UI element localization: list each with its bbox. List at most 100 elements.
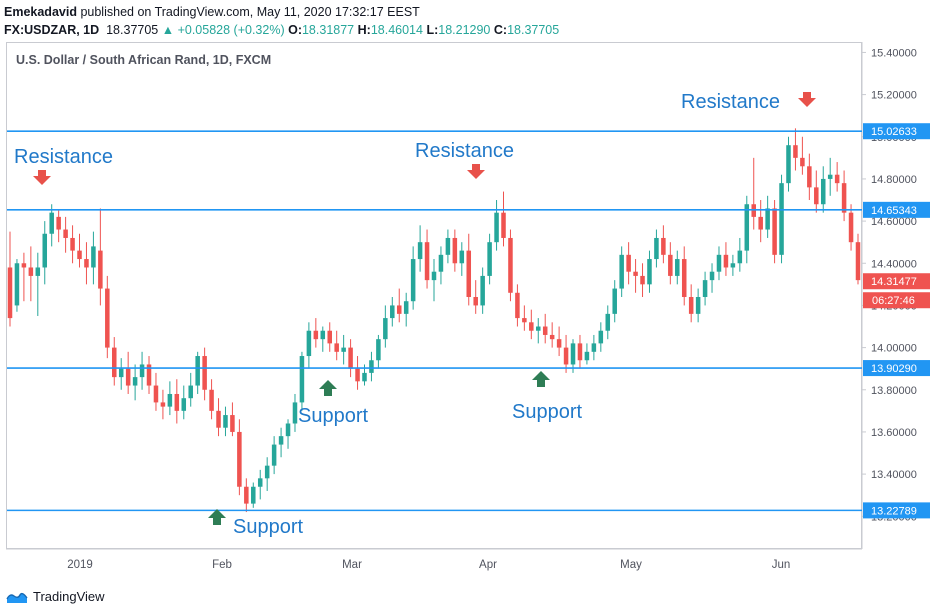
candle — [369, 351, 374, 382]
footer-brand[interactable]: TradingView — [33, 589, 105, 604]
candle-body — [584, 351, 590, 361]
candle — [49, 204, 54, 247]
arrow-down-icon — [33, 170, 51, 185]
low-label: L: — [426, 23, 439, 37]
candle — [529, 309, 534, 340]
candle-body — [14, 263, 20, 306]
candle — [132, 364, 138, 401]
candle — [466, 233, 472, 306]
candle-body — [202, 356, 207, 390]
candle-body — [264, 465, 270, 479]
candle — [619, 246, 624, 297]
x-tick-label: May — [620, 559, 642, 571]
candle-body — [779, 183, 784, 255]
candle-body — [223, 415, 228, 428]
candle-body — [570, 343, 576, 365]
current-price-tag — [863, 273, 930, 290]
candle — [7, 231, 13, 327]
candle — [396, 288, 402, 323]
candle — [536, 318, 541, 344]
candle-body — [480, 275, 485, 306]
candle — [320, 326, 326, 352]
symbol-label[interactable]: FX:USDZAR, 1D — [4, 23, 100, 37]
candle-body — [383, 318, 388, 340]
candle — [744, 195, 750, 264]
candle-body — [549, 334, 555, 340]
arrow-down-icon — [798, 92, 816, 107]
candle — [181, 385, 187, 420]
candle-body — [820, 178, 826, 205]
candle-body — [63, 229, 68, 238]
candle — [834, 162, 840, 192]
candle — [334, 330, 339, 361]
candle — [577, 334, 583, 369]
candle-body — [84, 259, 89, 268]
y-tick-label: 15.40000 — [871, 47, 917, 59]
countdown-label: 06:27:46 — [872, 295, 915, 307]
candle-body — [146, 364, 152, 386]
candle-body — [105, 288, 110, 348]
candle — [549, 322, 555, 348]
y-tick-label: 14.60000 — [871, 216, 917, 228]
candle — [105, 275, 110, 359]
candle-body — [28, 267, 34, 276]
candle — [146, 356, 152, 394]
candle-body — [251, 486, 256, 504]
candle — [202, 347, 207, 401]
level-price-label: 14.65343 — [871, 205, 917, 217]
candle-body — [49, 212, 54, 234]
candle — [112, 337, 117, 386]
candle — [285, 419, 291, 449]
candle-body — [515, 292, 520, 319]
resistance-annotation-label: Resistance — [14, 146, 113, 168]
candle — [730, 254, 736, 276]
candle — [855, 233, 861, 285]
candle — [341, 334, 346, 365]
candle-body — [237, 431, 242, 487]
candle-body — [132, 377, 138, 386]
high-value: 18.46014 — [370, 23, 423, 37]
candle-body — [737, 250, 743, 264]
candle — [751, 157, 756, 230]
candle-body — [501, 212, 506, 238]
candle-body — [716, 254, 722, 272]
candle — [598, 322, 604, 352]
arrow-up-icon — [532, 371, 550, 387]
candle — [501, 191, 506, 247]
chart-title: U.S. Dollar / South African Rand, 1D, FX… — [16, 53, 272, 67]
candle — [661, 225, 666, 264]
author-name[interactable]: Emekadavid — [4, 5, 77, 19]
level-price-label: 13.90290 — [871, 363, 917, 375]
y-tick-label: 14.80000 — [871, 174, 917, 186]
tradingview-logo-icon — [6, 592, 28, 603]
candle-body — [487, 242, 492, 276]
candle-body — [563, 347, 569, 365]
candle-body — [285, 423, 291, 437]
candle — [605, 305, 611, 340]
candle-body — [56, 216, 61, 230]
candle-body — [807, 166, 812, 188]
candle-body — [577, 343, 583, 361]
resistance-annotation-label: Resistance — [415, 140, 514, 162]
candle — [125, 351, 131, 394]
candle-body — [112, 347, 117, 378]
candle — [264, 457, 270, 491]
x-tick-label: Mar — [342, 559, 362, 571]
candle-body — [681, 259, 687, 297]
candle — [841, 170, 847, 222]
candle — [487, 233, 492, 285]
y-tick-label: 13.80000 — [871, 385, 917, 397]
x-tick-label: 2019 — [67, 559, 93, 571]
candle — [195, 351, 200, 394]
x-tick-label: Feb — [212, 559, 232, 571]
candle — [28, 246, 34, 302]
candle — [424, 229, 430, 289]
candle — [688, 284, 694, 323]
candle — [118, 358, 124, 390]
candle-body — [702, 280, 708, 297]
candle-body — [139, 364, 145, 378]
candle — [306, 322, 312, 369]
candle-body — [536, 326, 541, 331]
candle-body — [848, 212, 854, 243]
